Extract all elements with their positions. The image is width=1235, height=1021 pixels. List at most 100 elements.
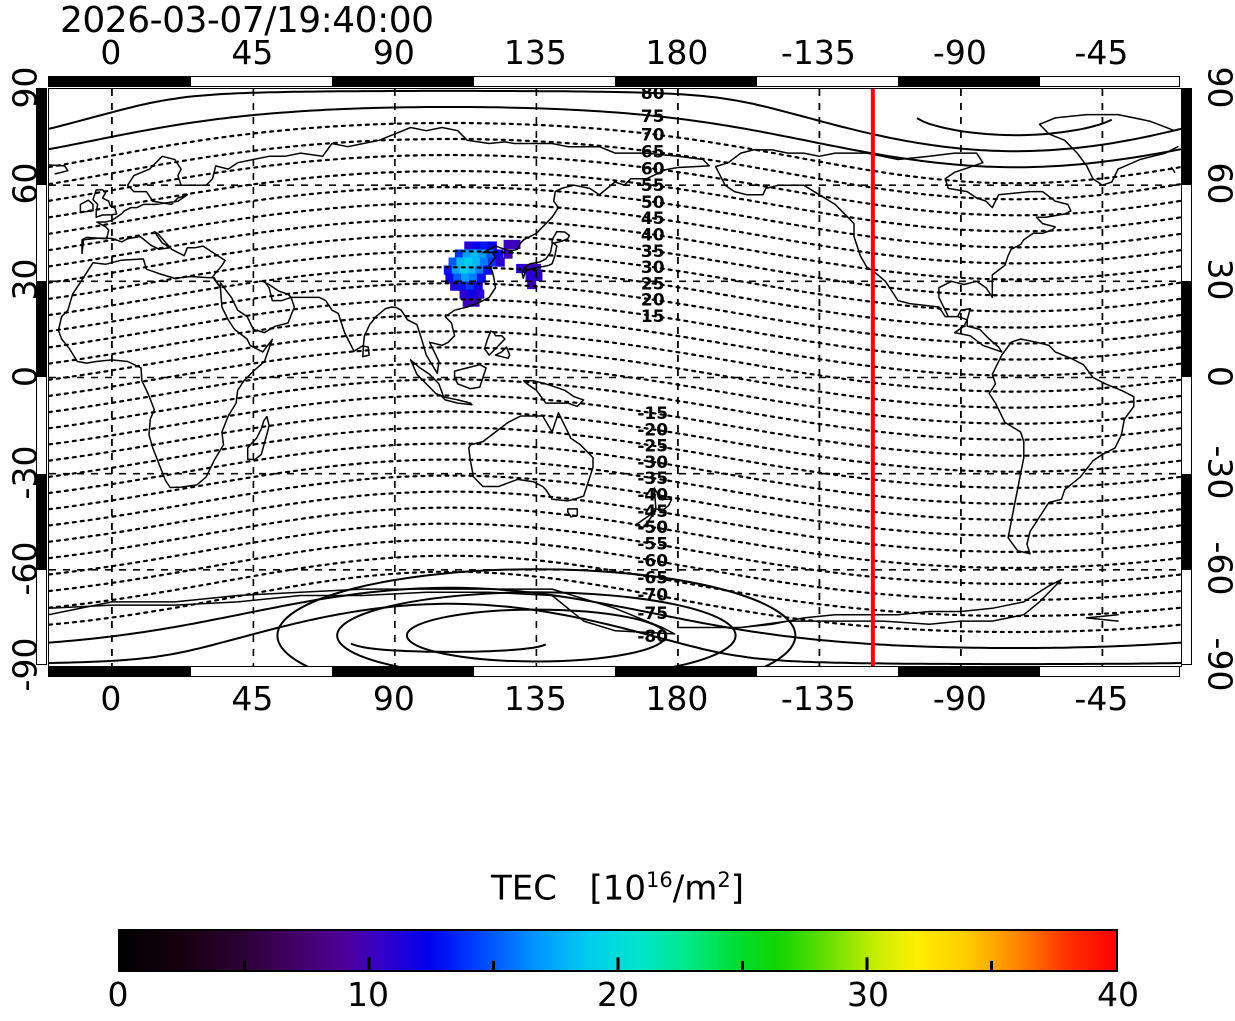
axis-segment	[49, 667, 191, 676]
axis-segment	[332, 667, 474, 676]
tec-cell	[533, 271, 543, 282]
tec-cell	[470, 297, 480, 307]
coastline-path	[521, 242, 558, 279]
tec-cell	[450, 281, 460, 291]
tec-cell	[524, 263, 534, 274]
geomag-contour-label: 25	[641, 274, 665, 294]
tec-cell	[475, 289, 485, 299]
x-axis-label-top: 135	[503, 33, 567, 72]
geomag-contour-label: 55	[641, 176, 665, 196]
axis-segment	[37, 473, 46, 570]
tec-cell	[531, 263, 541, 274]
geomag-contour-label: 60	[641, 160, 665, 180]
x-axis-label-bottom: 45	[231, 679, 274, 718]
tec-cell	[525, 271, 535, 282]
geomag-contour	[49, 394, 1181, 457]
tec-cell	[457, 281, 468, 291]
map-plot-area[interactable]: -80 -75 -70 -65 -60 -55 -50 -45 -40 -35 -30 -25 -20-…	[48, 88, 1182, 667]
contour-label-group: -80 -75-70-65-60-55-50-45-40-35-30-25-20-…	[637, 89, 668, 647]
geomag-contour-label: -75	[637, 604, 668, 624]
tec-cell	[467, 265, 477, 275]
geomag-contour	[49, 538, 1181, 602]
coastline-path	[1085, 613, 1119, 622]
geomag-contour-label: -30	[637, 453, 668, 473]
page-title: 2026-03-07/19:40:00	[60, 0, 434, 41]
y-axis-label-right: 90	[1200, 66, 1235, 109]
geomag-contour	[49, 217, 1181, 281]
geomag-contour	[49, 137, 1181, 201]
geomag-contour	[49, 410, 1181, 473]
axis-segment	[37, 281, 46, 378]
tec-cell	[487, 241, 497, 251]
x-axis-label-top: 45	[231, 33, 274, 72]
colorbar-title: TEC [1016/m2]	[0, 868, 1235, 908]
geomag-contour	[49, 522, 1181, 585]
axis-bar-bottom	[48, 666, 1180, 677]
geomag-contour	[49, 346, 1181, 409]
axis-bar-right	[1181, 88, 1192, 665]
colorbar-unit-exponent: 16	[646, 868, 673, 892]
geomag-contour	[49, 186, 1181, 249]
map-svg: -80 -75-70-65-60-55-50-45-40-35-30-25-20-…	[49, 89, 1181, 666]
geomag-contour	[49, 250, 1181, 313]
geomag-contour	[49, 570, 1181, 634]
coastline-path	[246, 415, 270, 461]
polar-contour	[336, 591, 737, 666]
tec-cell	[448, 257, 458, 267]
geomag-contour	[49, 89, 1181, 153]
axis-bar-top	[48, 76, 1180, 87]
x-axis-label-top: 0	[100, 33, 122, 72]
colorbar[interactable]	[118, 929, 1118, 972]
axis-segment	[332, 77, 474, 86]
y-axis-label-left: 60	[5, 162, 45, 205]
axis-segment	[49, 77, 191, 86]
axis-segment	[898, 77, 1040, 86]
colorbar-unit-suffix: ]	[730, 868, 744, 909]
y-axis-label-left: -30	[5, 445, 45, 500]
geomag-contour-label: 75	[641, 107, 665, 127]
geomag-contour-label: -50	[637, 518, 668, 538]
tec-cell	[451, 265, 461, 275]
tec-cell	[456, 257, 466, 267]
geomag-contour-label: -70	[637, 586, 668, 606]
coastline-path	[1101, 145, 1179, 186]
tec-cell	[472, 241, 482, 251]
geomag-contour	[350, 642, 547, 653]
geomagnetic-contours-polar	[49, 89, 1181, 666]
colorbar-gradient	[120, 931, 1116, 970]
geomag-contour	[49, 170, 1181, 233]
tec-cell	[494, 249, 504, 259]
tec-cell	[476, 273, 486, 283]
coastline-path	[988, 338, 1135, 555]
coastline-path	[468, 412, 594, 502]
geomag-contour	[49, 458, 1181, 521]
y-axis-label-right: 60	[1200, 162, 1235, 205]
geomag-contour-label: 20	[641, 291, 665, 311]
coastline-path	[483, 330, 506, 356]
tec-cell	[464, 257, 474, 267]
axis-bar-left	[36, 88, 47, 665]
coastline-path	[79, 199, 94, 214]
geomag-contour	[49, 282, 1181, 345]
colorbar-unit-mid: /m	[672, 868, 718, 909]
colorbar-tick-label: 40	[1097, 975, 1139, 1014]
tec-cell	[459, 265, 469, 275]
tec-cell	[464, 241, 474, 251]
y-axis-label-left: 0	[5, 365, 45, 387]
geomag-contour-label: -15	[637, 404, 668, 424]
tec-cell	[468, 273, 479, 283]
geomag-contour	[49, 442, 1181, 505]
coastline-path	[523, 379, 585, 408]
tec-cell	[467, 289, 477, 299]
tec-cell	[479, 241, 490, 251]
geomag-contour-label: -45	[637, 502, 668, 522]
coastline-path	[49, 588, 676, 635]
axis-segment	[1182, 281, 1191, 378]
geomag-contour	[49, 378, 1181, 441]
y-axis-label-right: 0	[1201, 346, 1235, 406]
geomag-contour	[49, 506, 1181, 569]
geomag-contour	[49, 330, 1181, 393]
axis-segment	[615, 667, 757, 676]
tec-cell	[479, 257, 490, 267]
geomag-contour-label: 80	[641, 89, 665, 104]
